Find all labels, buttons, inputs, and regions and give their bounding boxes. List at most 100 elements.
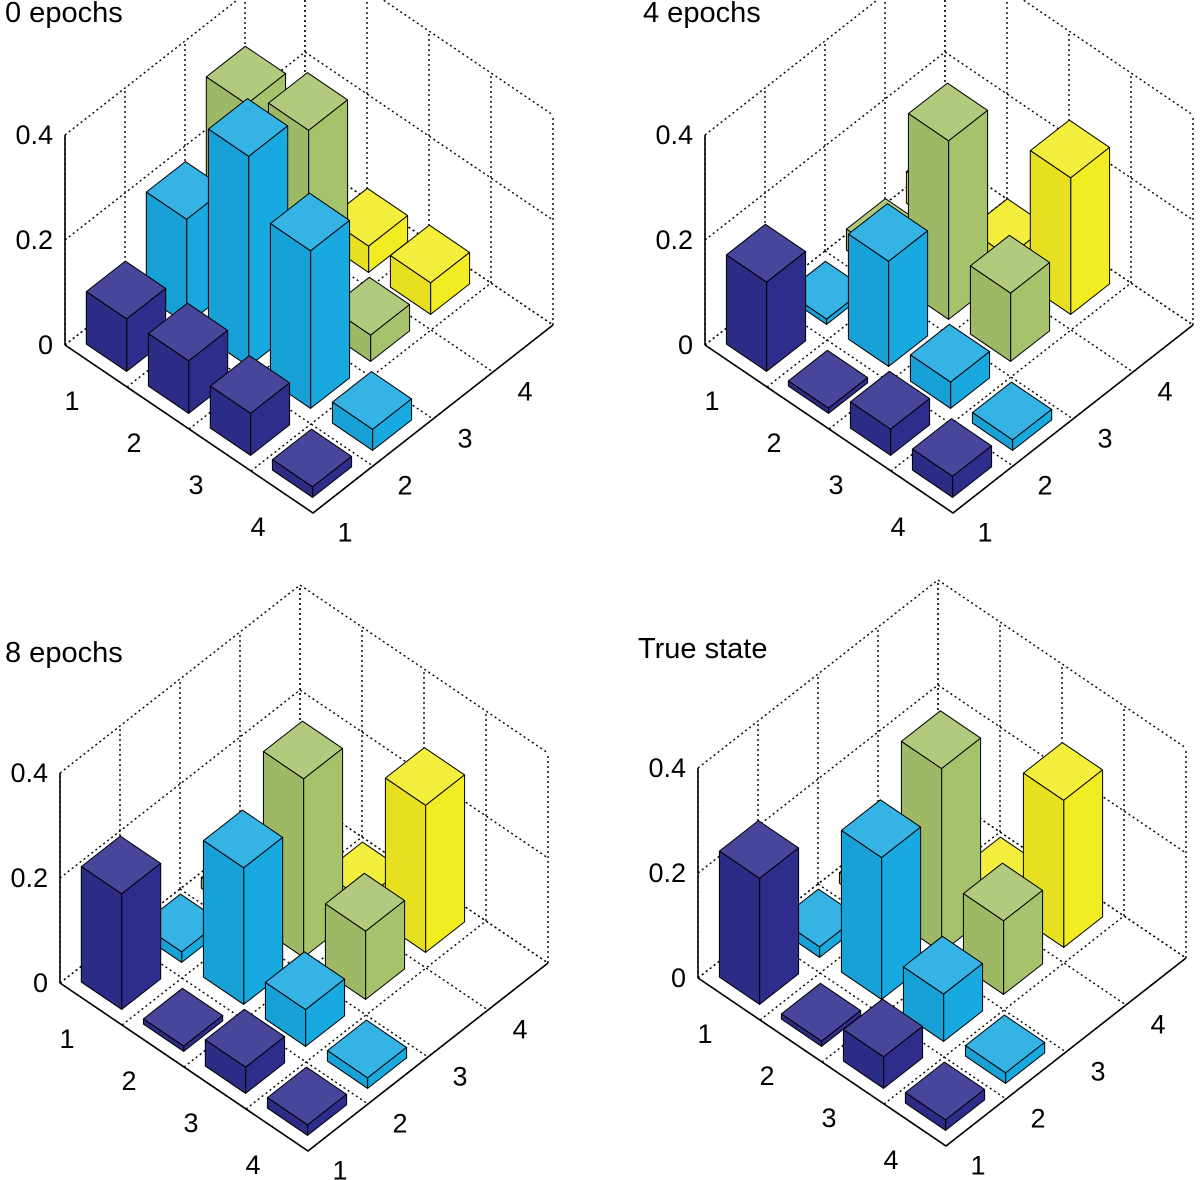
- col-tick-label: 3: [1097, 424, 1112, 454]
- bar-side: [964, 1045, 1007, 1084]
- grid-line: [64, 51, 554, 241]
- bar-side: [202, 840, 245, 1005]
- z-tick-label: 0.4: [655, 120, 693, 150]
- bar: [904, 1061, 986, 1131]
- bar: [326, 1019, 408, 1089]
- col-tick-label: 2: [1030, 1104, 1045, 1134]
- z-tick-label: 0.2: [15, 225, 53, 255]
- bar-side: [847, 233, 890, 367]
- bar: [264, 951, 346, 1047]
- z-tick-label: 0.4: [15, 120, 53, 150]
- bar: [725, 223, 807, 372]
- panel-4-epochs: 4 epochs 0 0.2 0.4 1 2 3 4 1 2 3 4: [643, 0, 1194, 548]
- col-tick-label: 4: [1150, 1010, 1165, 1040]
- row-tick-label: 2: [759, 1061, 774, 1091]
- panel-title: True state: [638, 633, 767, 665]
- row-tick-label: 3: [188, 470, 203, 500]
- z-tick-label: 0: [38, 330, 53, 360]
- grid-line: [64, 0, 554, 136]
- bar: [142, 987, 224, 1052]
- grid-line: [704, 51, 1194, 241]
- bar: [269, 192, 351, 409]
- bar: [85, 260, 167, 372]
- bars: [725, 82, 1111, 498]
- bar: [202, 809, 284, 1005]
- bar: [271, 428, 353, 498]
- row-tick-label: 1: [704, 386, 719, 416]
- grid-line: [59, 689, 549, 879]
- panel-title: 4 epochs: [643, 0, 761, 29]
- col-tick-label: 1: [977, 518, 992, 548]
- z-tick-label: 0.2: [10, 863, 48, 893]
- bar-side: [326, 1050, 369, 1089]
- row-tick-label: 3: [828, 470, 843, 500]
- bar-side: [718, 850, 761, 1005]
- bar-side: [80, 866, 123, 1010]
- col-tick-label: 1: [332, 1156, 347, 1180]
- panel-0-epochs: 0 epochs 0 0.2 0.4 1 2 3 4 1 2 3 4: [5, 0, 554, 548]
- bar-side: [142, 1018, 185, 1052]
- bar: [787, 349, 869, 414]
- bar-side: [204, 1039, 247, 1094]
- col-tick-label: 2: [1037, 471, 1052, 501]
- panel-true-state: True state 0 0.2 0.4 1 2 3 4 1 2 3 4: [638, 579, 1187, 1180]
- row-tick-label: 2: [766, 428, 781, 458]
- bar: [204, 1008, 286, 1094]
- bar-side: [911, 448, 954, 498]
- grid-line: [250, 282, 492, 472]
- bar-side: [271, 459, 314, 498]
- col-tick-label: 2: [397, 471, 412, 501]
- bar-side: [209, 385, 252, 456]
- grid-line: [704, 0, 1194, 136]
- bar-side: [389, 255, 432, 315]
- row-tick-label: 4: [890, 512, 905, 542]
- row-tick-label: 4: [245, 1150, 260, 1180]
- grid-line: [59, 584, 549, 774]
- bar-side: [269, 223, 312, 409]
- row-tick-label: 1: [59, 1024, 74, 1054]
- bar: [718, 820, 800, 1005]
- panel-title: 0 epochs: [5, 0, 123, 29]
- panel-title: 8 epochs: [5, 637, 123, 669]
- bar: [329, 276, 411, 362]
- col-tick-label: 3: [1090, 1057, 1105, 1087]
- z-tick-label: 0.2: [655, 225, 693, 255]
- bar-front: [1063, 769, 1104, 948]
- floor-axis: [59, 962, 549, 1152]
- bar: [209, 355, 291, 456]
- bar: [971, 381, 1053, 451]
- bar: [389, 224, 471, 315]
- row-tick-label: 3: [821, 1103, 836, 1133]
- bar-side: [331, 401, 374, 451]
- bar: [80, 835, 162, 1010]
- grid-line: [697, 579, 1187, 769]
- col-tick-label: 4: [517, 377, 532, 407]
- bar-side: [904, 1092, 947, 1131]
- bar: [780, 982, 862, 1047]
- floor-axis: [64, 324, 554, 514]
- bar-side: [840, 829, 883, 1000]
- bar: [849, 370, 931, 456]
- grid-line: [245, 920, 487, 1110]
- bar-side: [969, 265, 1012, 362]
- col-tick-label: 3: [452, 1062, 467, 1092]
- bar-side: [725, 254, 768, 372]
- bar-side: [266, 1097, 309, 1136]
- bar: [847, 203, 929, 367]
- grid-line: [766, 198, 1008, 388]
- grid-line: [759, 831, 1001, 1021]
- bar-side: [909, 354, 952, 409]
- row-tick-label: 2: [126, 428, 141, 458]
- z-tick-label: 0.4: [648, 753, 686, 783]
- bar-side: [849, 401, 892, 456]
- row-tick-label: 3: [183, 1108, 198, 1138]
- bar-side: [264, 981, 307, 1047]
- bar-side: [902, 966, 945, 1042]
- row-tick-label: 1: [64, 386, 79, 416]
- panel-8-epochs: 8 epochs 0 0.2 0.4 1 2 3 4 1 2 3 4: [5, 584, 549, 1180]
- floor-axis: [704, 324, 1194, 514]
- bar-side: [842, 1029, 885, 1089]
- col-tick-label: 1: [337, 518, 352, 548]
- bar: [266, 1066, 348, 1136]
